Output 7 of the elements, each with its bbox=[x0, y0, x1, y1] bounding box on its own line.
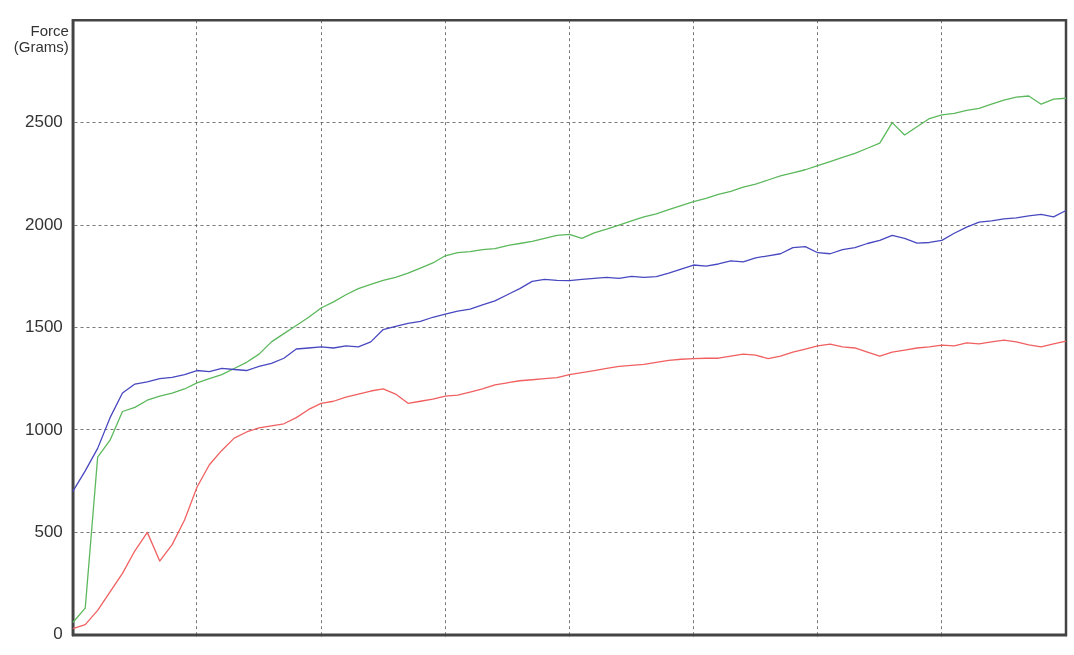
y-tick-label: 2000 bbox=[24, 214, 63, 234]
y-tick-label: 500 bbox=[34, 522, 63, 542]
y-tick-label: 2500 bbox=[24, 112, 63, 132]
y-axis-title: Force (Grams) bbox=[13, 21, 69, 55]
y-tick-label: 1000 bbox=[24, 419, 63, 439]
y-tick-label: 1500 bbox=[24, 317, 63, 337]
y-tick-label: 0 bbox=[53, 624, 63, 644]
